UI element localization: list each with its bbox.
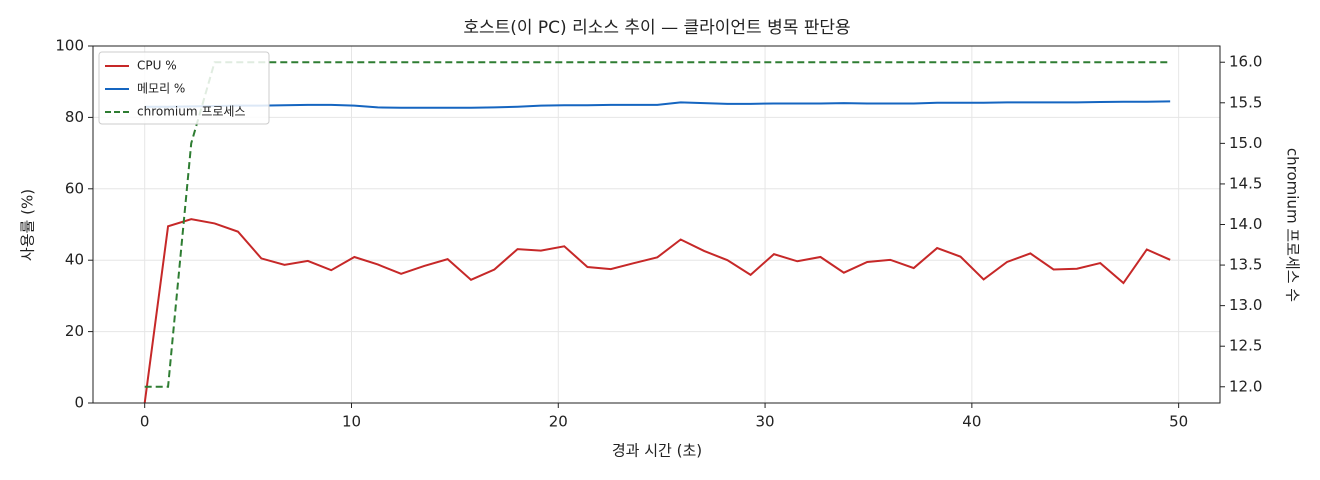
y-tick-label: 100 [55, 37, 84, 55]
y-tick-label: 60 [65, 179, 84, 197]
y2-tick-label: 16.0 [1229, 53, 1262, 71]
x-tick-label: 50 [1169, 413, 1188, 431]
legend-label: CPU % [137, 59, 177, 73]
y-tick-label: 40 [65, 251, 84, 269]
x-axis-label: 경과 시간 (초) [612, 442, 702, 460]
x-tick-label: 30 [756, 413, 775, 431]
y2-tick-label: 14.0 [1229, 215, 1262, 233]
x-tick-label: 40 [962, 413, 981, 431]
y2-tick-label: 12.0 [1229, 377, 1262, 395]
series-line [144, 61, 1171, 388]
x-tick-label: 0 [140, 413, 150, 431]
y2-tick-label: 12.5 [1229, 337, 1262, 355]
y2-tick-label: 13.0 [1229, 296, 1262, 314]
y2-tick-label: 15.0 [1229, 134, 1262, 152]
y2-tick-label: 14.5 [1229, 174, 1262, 192]
legend-label: 메모리 % [137, 82, 185, 96]
y2-axis-label: chromium 프로세스 수 [1284, 148, 1302, 302]
x-tick-label: 20 [549, 413, 568, 431]
legend-label: chromium 프로세스 [137, 105, 246, 119]
legend-box [98, 51, 270, 125]
y-tick-label: 20 [65, 322, 84, 340]
chart-title: 호스트(이 PC) 리소스 추이 — 클라이언트 병목 판단용 [463, 18, 850, 38]
y-tick-label: 80 [65, 108, 84, 126]
x-tick-label: 10 [342, 413, 361, 431]
y2-tick-label: 15.5 [1229, 93, 1262, 111]
y-axis-label: 사용률 (%) [19, 189, 37, 261]
y2-tick-label: 13.5 [1229, 256, 1262, 274]
series-line [144, 100, 1171, 109]
y-tick-label: 0 [74, 394, 84, 412]
series-line [143, 218, 1171, 404]
plot-frame [92, 45, 1221, 404]
